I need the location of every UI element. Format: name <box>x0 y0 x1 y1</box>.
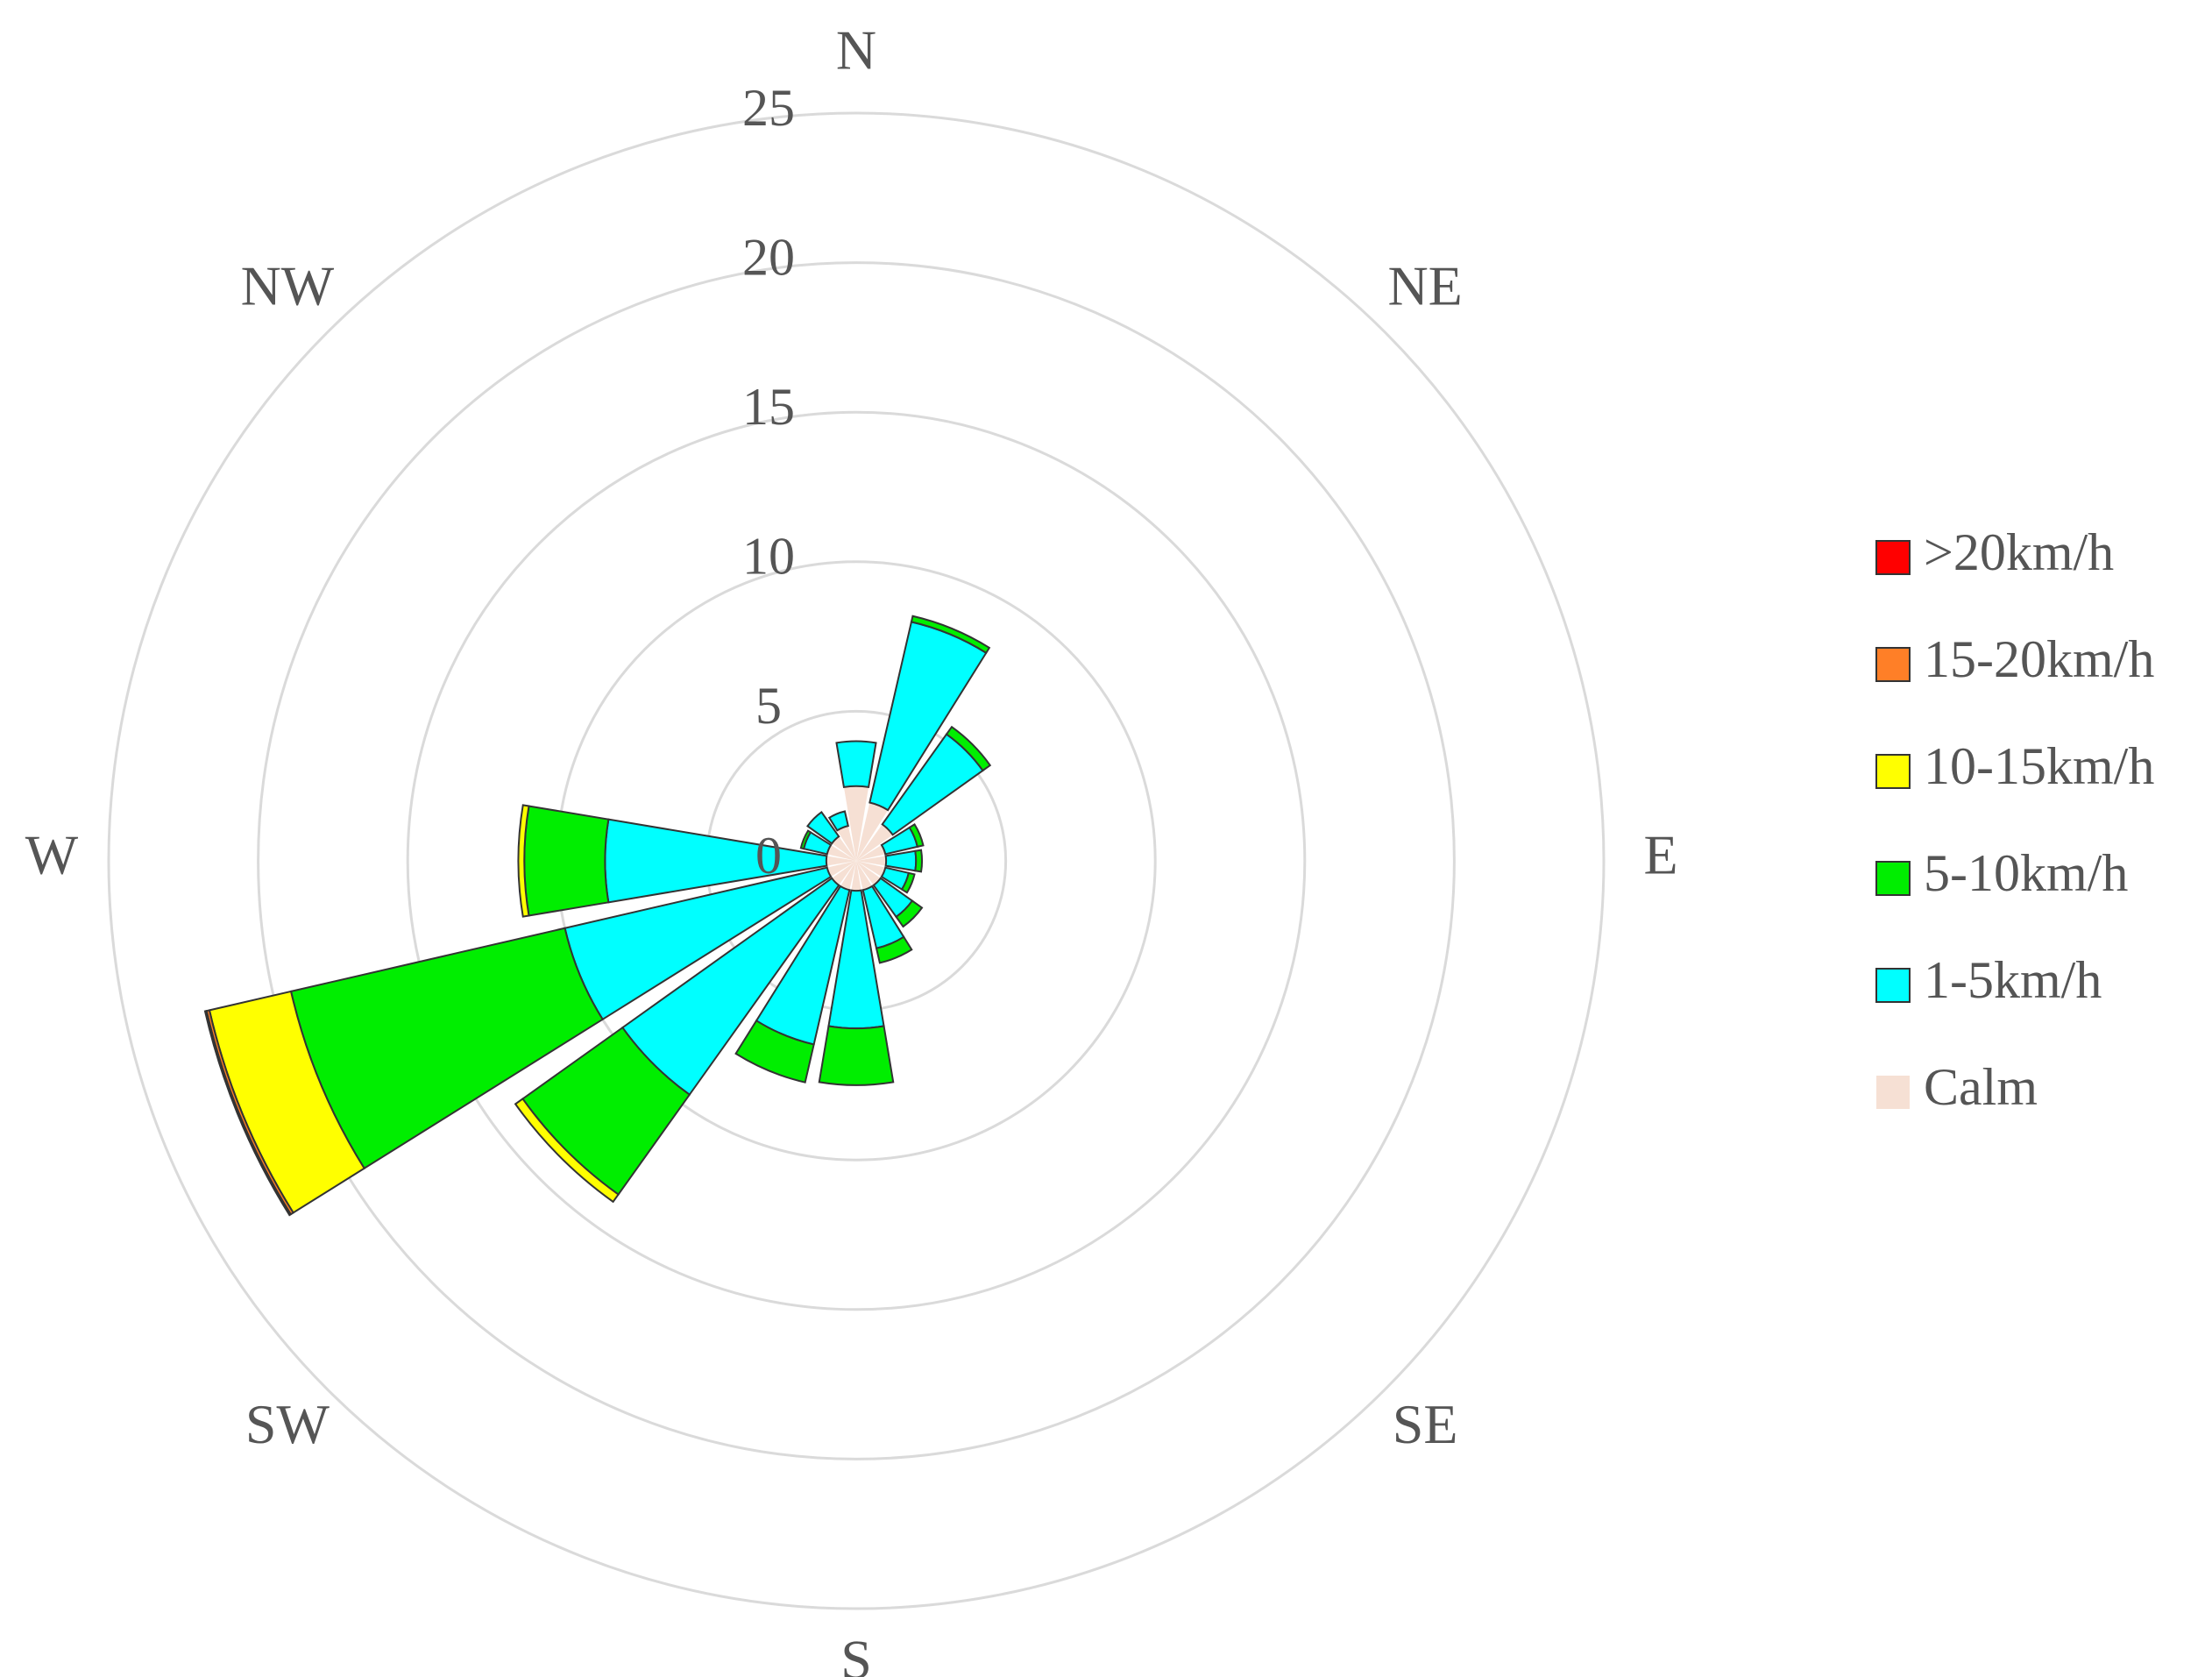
legend-swatch <box>1875 647 1911 682</box>
wedge <box>517 804 530 918</box>
wedge <box>884 849 918 872</box>
wedge <box>900 871 916 894</box>
wedge <box>851 861 861 892</box>
direction-label: NE <box>1387 255 1462 317</box>
legend-label: 15-20km/h <box>1924 630 2154 688</box>
wedge <box>832 836 856 861</box>
wedge <box>840 861 856 891</box>
r-tick-label: 5 <box>755 677 782 735</box>
wedge <box>910 615 991 655</box>
legend-swatch <box>1875 968 1911 1003</box>
wedge <box>945 725 992 772</box>
legend-label: >20km/h <box>1924 523 2114 581</box>
wedge <box>856 861 886 878</box>
wedge <box>908 823 925 849</box>
wedge <box>827 810 849 832</box>
legend-swatch <box>1875 754 1911 789</box>
wedge <box>856 856 887 866</box>
direction-label: SW <box>245 1393 330 1455</box>
direction-label: E <box>1643 824 1677 886</box>
legend-swatch <box>1876 1076 1910 1109</box>
wedge <box>856 861 873 891</box>
wedge <box>514 1098 620 1204</box>
legend-label: Calm <box>1924 1058 2038 1116</box>
wedge <box>895 899 924 928</box>
wedge <box>856 802 889 861</box>
direction-label: SE <box>1393 1393 1458 1455</box>
wedge <box>818 1025 895 1086</box>
legend-label: 10-15km/h <box>1924 737 2154 795</box>
wedge <box>835 740 877 789</box>
direction-label: W <box>25 824 79 886</box>
r-tick-label: 15 <box>742 378 795 436</box>
wedge <box>523 805 610 917</box>
wedge <box>832 861 856 885</box>
r-tick-label: 20 <box>742 228 795 286</box>
wedge <box>837 826 856 861</box>
grid-ring <box>406 410 1307 1311</box>
r-tick-label: 25 <box>742 79 795 137</box>
legend-swatch <box>1875 540 1911 575</box>
r-tick-label: 10 <box>742 528 795 586</box>
legend-label: 1-5km/h <box>1924 951 2102 1009</box>
wedge <box>826 844 856 861</box>
wedge <box>843 785 869 861</box>
wedge <box>826 856 856 866</box>
wedge <box>799 829 812 850</box>
wedge <box>203 1009 293 1217</box>
wedge <box>856 844 886 861</box>
legend-swatch <box>1875 861 1911 896</box>
grid-ring <box>257 261 1456 1460</box>
wedge <box>856 824 893 861</box>
wedge <box>806 811 840 845</box>
wedge <box>914 849 924 873</box>
wedge <box>875 935 913 964</box>
direction-label: S <box>840 1629 872 1677</box>
wedge <box>734 1019 815 1084</box>
wedge <box>826 861 856 878</box>
r-tick-label: 0 <box>755 827 782 885</box>
direction-label: NW <box>241 255 335 317</box>
wedge <box>856 861 881 885</box>
grid-ring <box>107 111 1606 1610</box>
legend-label: 5-10km/h <box>1924 844 2128 902</box>
direction-label: N <box>836 19 876 82</box>
